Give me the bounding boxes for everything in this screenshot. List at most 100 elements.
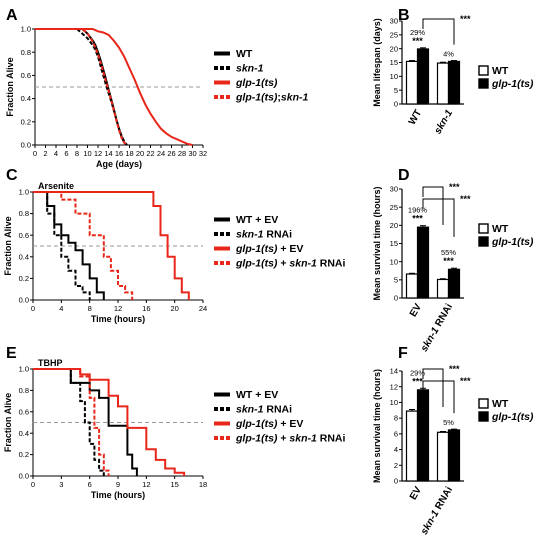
x-tick-label-A: 12 xyxy=(94,149,102,158)
legend-box-B-0 xyxy=(478,65,489,76)
x-tick-label-A: 10 xyxy=(83,149,91,158)
bar-B-0-1 xyxy=(416,48,430,105)
legend-label-C-3: glp-1(ts) + skn-1 RNAi xyxy=(235,258,345,270)
significance-bracket-F-1 xyxy=(422,380,455,414)
y-tick-label-D: 15 xyxy=(390,239,398,248)
bar-D-1-0 xyxy=(436,278,450,299)
y-axis-label-E: Fraction Alive xyxy=(3,393,13,452)
y-tick-label-B: 5 xyxy=(394,86,398,95)
y-tick-label-F: 0 xyxy=(394,477,398,486)
x-tick-label-A: 24 xyxy=(157,149,165,158)
significance-bracket-B-0 xyxy=(422,18,455,45)
panel-letter-C: C xyxy=(6,167,18,184)
bar-B-0-0 xyxy=(405,60,419,105)
x-tick-label-A: 22 xyxy=(146,149,154,158)
x-tick-label-E: 18 xyxy=(199,480,207,489)
x-tick-label-A: 18 xyxy=(125,149,133,158)
annotation-B-0-1: *** xyxy=(412,36,423,46)
legend-label-A-3: glp-1(ts);skn-1 xyxy=(235,92,309,104)
x-tick-label-A: 6 xyxy=(64,149,68,158)
y-axis-label-F: Mean survival time (hours) xyxy=(372,369,382,483)
legend-box-B-1 xyxy=(478,78,489,89)
y-tick-label-A: 1.0 xyxy=(21,25,31,34)
y-tick-label-F: 12 xyxy=(390,382,398,391)
x-tick-label-E: 12 xyxy=(142,480,150,489)
category-label-D-1: skn-1 RNAi xyxy=(419,302,455,354)
x-tick-label-A: 4 xyxy=(54,149,58,158)
x-tick-label-E: 6 xyxy=(88,480,92,489)
y-tick-label-D: 5 xyxy=(394,275,398,284)
x-axis-label-E: Time (hours) xyxy=(91,490,145,500)
panel-letter-D: D xyxy=(398,167,410,184)
survival-curve-E-3 xyxy=(33,368,110,476)
survival-curve-E-2 xyxy=(33,368,186,476)
significance-bracket-D-1 xyxy=(422,198,455,237)
y-tick-label-F: 10 xyxy=(390,398,398,407)
y-tick-label-D: 0 xyxy=(394,294,398,303)
legend-label-A-0: WT xyxy=(236,48,253,60)
survival-curve-C-0 xyxy=(33,191,105,300)
bar-D-0-1 xyxy=(416,226,430,299)
panel-letter-B: B xyxy=(398,7,410,24)
legend-label-B-1: glp-1(ts) xyxy=(491,78,534,90)
y-axis-label-B: Mean lifespan (days) xyxy=(372,18,382,107)
y-tick-label-E: 0.2 xyxy=(19,450,29,459)
bracket-stars-D-0: *** xyxy=(449,182,460,192)
x-axis-label-C: Time (hours) xyxy=(91,314,145,324)
category-label-B-1: skn-1 xyxy=(433,108,456,137)
x-tick-label-A: 8 xyxy=(75,149,79,158)
y-tick-label-E: 1.0 xyxy=(19,365,29,374)
y-tick-label-B: 25 xyxy=(390,30,398,39)
annotation-F-0-1: *** xyxy=(412,376,423,386)
annotation-D-1-0: 55% xyxy=(441,248,456,257)
annotation-B-0-0: 29% xyxy=(410,28,425,37)
survival-curve-A-3 xyxy=(35,28,128,146)
annotation-D-0-1: *** xyxy=(412,214,423,224)
x-tick-label-A: 16 xyxy=(115,149,123,158)
legend-box-F-0 xyxy=(478,398,489,409)
x-tick-label-E: 3 xyxy=(59,480,63,489)
y-tick-label-C: 0.6 xyxy=(19,231,29,240)
x-tick-label-E: 15 xyxy=(170,480,178,489)
bracket-stars-F-0: *** xyxy=(449,364,460,374)
annotation-D-1-1: *** xyxy=(443,256,454,266)
bar-B-1-0 xyxy=(436,62,450,105)
y-tick-label-F: 14 xyxy=(390,367,398,376)
legend-label-A-2: glp-1(ts) xyxy=(235,77,278,89)
legend-label-D-1: glp-1(ts) xyxy=(491,236,534,248)
bracket-stars-F-1: *** xyxy=(460,376,471,386)
survival-curve-C-2 xyxy=(33,191,190,300)
y-tick-label-A: 0.8 xyxy=(21,48,31,57)
y-tick-label-C: 0.0 xyxy=(19,296,29,305)
bar-D-1-1 xyxy=(447,268,461,299)
y-tick-label-F: 8 xyxy=(394,414,398,423)
x-tick-label-C: 16 xyxy=(142,304,150,313)
legend-box-F-1 xyxy=(478,411,489,422)
y-tick-label-A: 0.4 xyxy=(21,94,31,103)
category-label-F-1: skn-1 RNAi xyxy=(419,485,455,536)
y-tick-label-D: 30 xyxy=(390,185,398,194)
y-tick-label-F: 2 xyxy=(394,461,398,470)
annotation-B-1-0: 4% xyxy=(443,50,454,59)
legend-label-E-3: glp-1(ts) + skn-1 RNAi xyxy=(235,433,345,445)
x-tick-label-C: 4 xyxy=(59,304,63,313)
x-tick-label-A: 28 xyxy=(178,149,186,158)
x-tick-label-E: 0 xyxy=(31,480,35,489)
y-tick-label-B: 15 xyxy=(390,58,398,67)
y-tick-label-F: 6 xyxy=(394,429,398,438)
legend-label-D-0: WT xyxy=(492,223,509,235)
legend-label-E-2: glp-1(ts) + EV xyxy=(235,418,303,430)
survival-curve-C-3 xyxy=(33,191,134,300)
bracket-stars-B-0: *** xyxy=(460,14,471,24)
category-label-B-0: WT xyxy=(407,108,424,127)
x-tick-label-A: 20 xyxy=(136,149,144,158)
category-label-F-0: EV xyxy=(408,485,424,502)
x-tick-label-C: 8 xyxy=(88,304,92,313)
survival-curve-C-1 xyxy=(33,191,91,300)
y-axis-label-C: Fraction Alive xyxy=(3,216,13,275)
bar-F-0-0 xyxy=(405,410,419,482)
panel-letter-F: F xyxy=(398,345,408,362)
legend-label-C-2: glp-1(ts) + EV xyxy=(235,243,303,255)
legend-label-F-0: WT xyxy=(492,398,509,410)
y-tick-label-E: 0.6 xyxy=(19,407,29,416)
